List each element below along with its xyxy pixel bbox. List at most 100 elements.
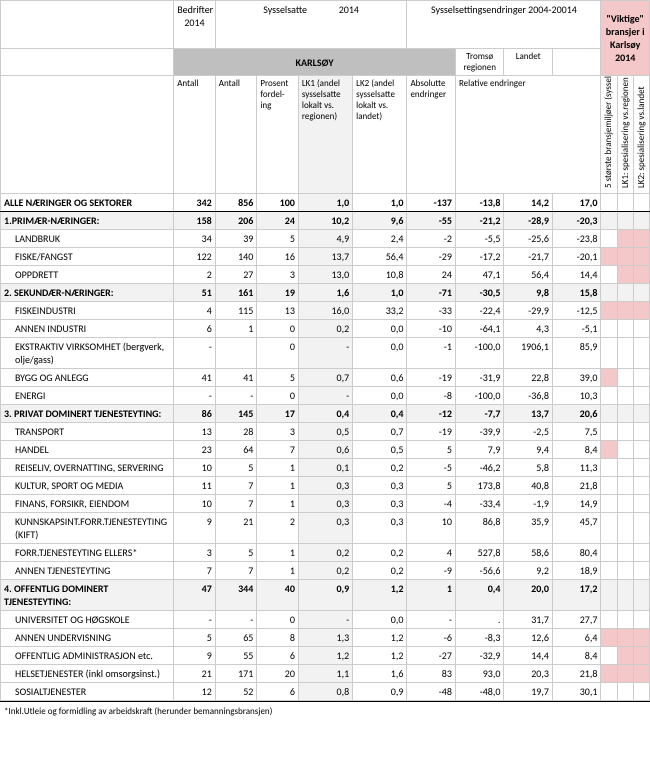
col-lk2: LK2 (andel sysselsatte lokalt vs. landet… [353, 76, 407, 194]
cell: 13,0 [298, 266, 352, 284]
row-label: OPPDRETT [1, 266, 174, 284]
cell: - [407, 611, 456, 629]
marker-cell [601, 562, 617, 580]
cell: . [455, 611, 504, 629]
col-v3: LK2: spesialisering vs.landet [633, 76, 649, 194]
marker-cell [633, 495, 649, 513]
marker-cell [601, 665, 617, 683]
cell: -29,9 [504, 302, 553, 320]
cell: 140 [215, 248, 257, 266]
row-label: REISELIV, OVERNATTING, SERVERING [1, 459, 174, 477]
cell: -22,4 [455, 302, 504, 320]
cell: 40,8 [504, 477, 553, 495]
row-label: 1.PRIMÆR-NÆRINGER: [1, 212, 174, 230]
cell: -48 [407, 683, 456, 701]
cell: - [174, 387, 216, 405]
row-label: 4. OFFENTLIG DOMINERT TJENESTEYTING: [1, 580, 174, 611]
cell: 0,7 [298, 369, 352, 387]
cell: 1,2 [298, 647, 352, 665]
cell: -71 [407, 284, 456, 302]
cell: 9,6 [353, 212, 407, 230]
cell: 0,2 [353, 544, 407, 562]
marker-cell [617, 459, 633, 477]
blank-corner [1, 1, 174, 49]
cell: 0,5 [353, 441, 407, 459]
cell: 0,1 [298, 459, 352, 477]
cell: 0 [257, 320, 299, 338]
col-antall1: Antall [174, 76, 216, 194]
marker-cell [617, 194, 633, 212]
cell: -39,9 [455, 423, 504, 441]
marker-cell [617, 441, 633, 459]
cell: 15,8 [552, 284, 601, 302]
cell: 19,7 [504, 683, 553, 701]
cell: 52 [215, 683, 257, 701]
marker-cell [601, 387, 617, 405]
cell: -30,5 [455, 284, 504, 302]
marker-cell [601, 611, 617, 629]
marker-cell [633, 369, 649, 387]
cell: 58,6 [504, 544, 553, 562]
cell: 9 [174, 647, 216, 665]
cell: 10 [174, 459, 216, 477]
col-lk1: LK1 (andel sysselsatte lokalt vs. region… [298, 76, 352, 194]
cell: 6 [257, 683, 299, 701]
cell: - [298, 338, 352, 369]
cell: 10,3 [552, 387, 601, 405]
row-label: ANNEN INDUSTRI [1, 320, 174, 338]
cell: 16 [257, 248, 299, 266]
marker-cell [633, 320, 649, 338]
cell: 2 [257, 513, 299, 544]
marker-cell [601, 369, 617, 387]
marker-cell [617, 284, 633, 302]
cell: 17,2 [552, 580, 601, 611]
cell: -55 [407, 212, 456, 230]
cell: -48,0 [455, 683, 504, 701]
marker-cell [617, 629, 633, 647]
cell: 0,9 [298, 580, 352, 611]
cell: 173,8 [455, 477, 504, 495]
cell: -23,8 [552, 230, 601, 248]
cell: 33,2 [353, 302, 407, 320]
cell: 7 [215, 477, 257, 495]
cell: 0,0 [353, 320, 407, 338]
marker-cell [633, 284, 649, 302]
cell: -33,4 [455, 495, 504, 513]
cell: 41 [174, 369, 216, 387]
cell: 21 [174, 665, 216, 683]
cell: 0,0 [353, 611, 407, 629]
cell: 13 [257, 302, 299, 320]
cell: 0,3 [353, 513, 407, 544]
marker-cell [601, 302, 617, 320]
cell: 10,8 [353, 266, 407, 284]
cell: 86 [174, 405, 216, 423]
marker-cell [617, 387, 633, 405]
cell: 86,8 [455, 513, 504, 544]
cell: 4,9 [298, 230, 352, 248]
cell: -31,9 [455, 369, 504, 387]
cell: 39 [215, 230, 257, 248]
marker-cell [617, 338, 633, 369]
cell: 0,0 [353, 387, 407, 405]
cell: 14,4 [552, 266, 601, 284]
cell: 45,7 [552, 513, 601, 544]
cell: 6 [174, 320, 216, 338]
col-v2: LK1: spesialisering vs.regionen [617, 76, 633, 194]
hdr-viktige: "Viktige" bransjer i Karlsøy 2014 [601, 1, 650, 76]
cell: 206 [215, 212, 257, 230]
footnote: *Inkl.Utleie og formidling av arbeidskra… [0, 701, 650, 721]
marker-cell [601, 629, 617, 647]
hdr-karlsoy: KARLSØY [174, 49, 456, 76]
cell: 9,4 [504, 441, 553, 459]
marker-cell [617, 683, 633, 701]
cell: -32,9 [455, 647, 504, 665]
marker-cell [633, 647, 649, 665]
cell: 5 [215, 544, 257, 562]
cell: -2,5 [504, 423, 553, 441]
cell: 14,9 [552, 495, 601, 513]
cell: 35,9 [504, 513, 553, 544]
cell: 56,4 [504, 266, 553, 284]
cell: -9 [407, 562, 456, 580]
cell: 1,2 [353, 629, 407, 647]
cell: -25,6 [504, 230, 553, 248]
